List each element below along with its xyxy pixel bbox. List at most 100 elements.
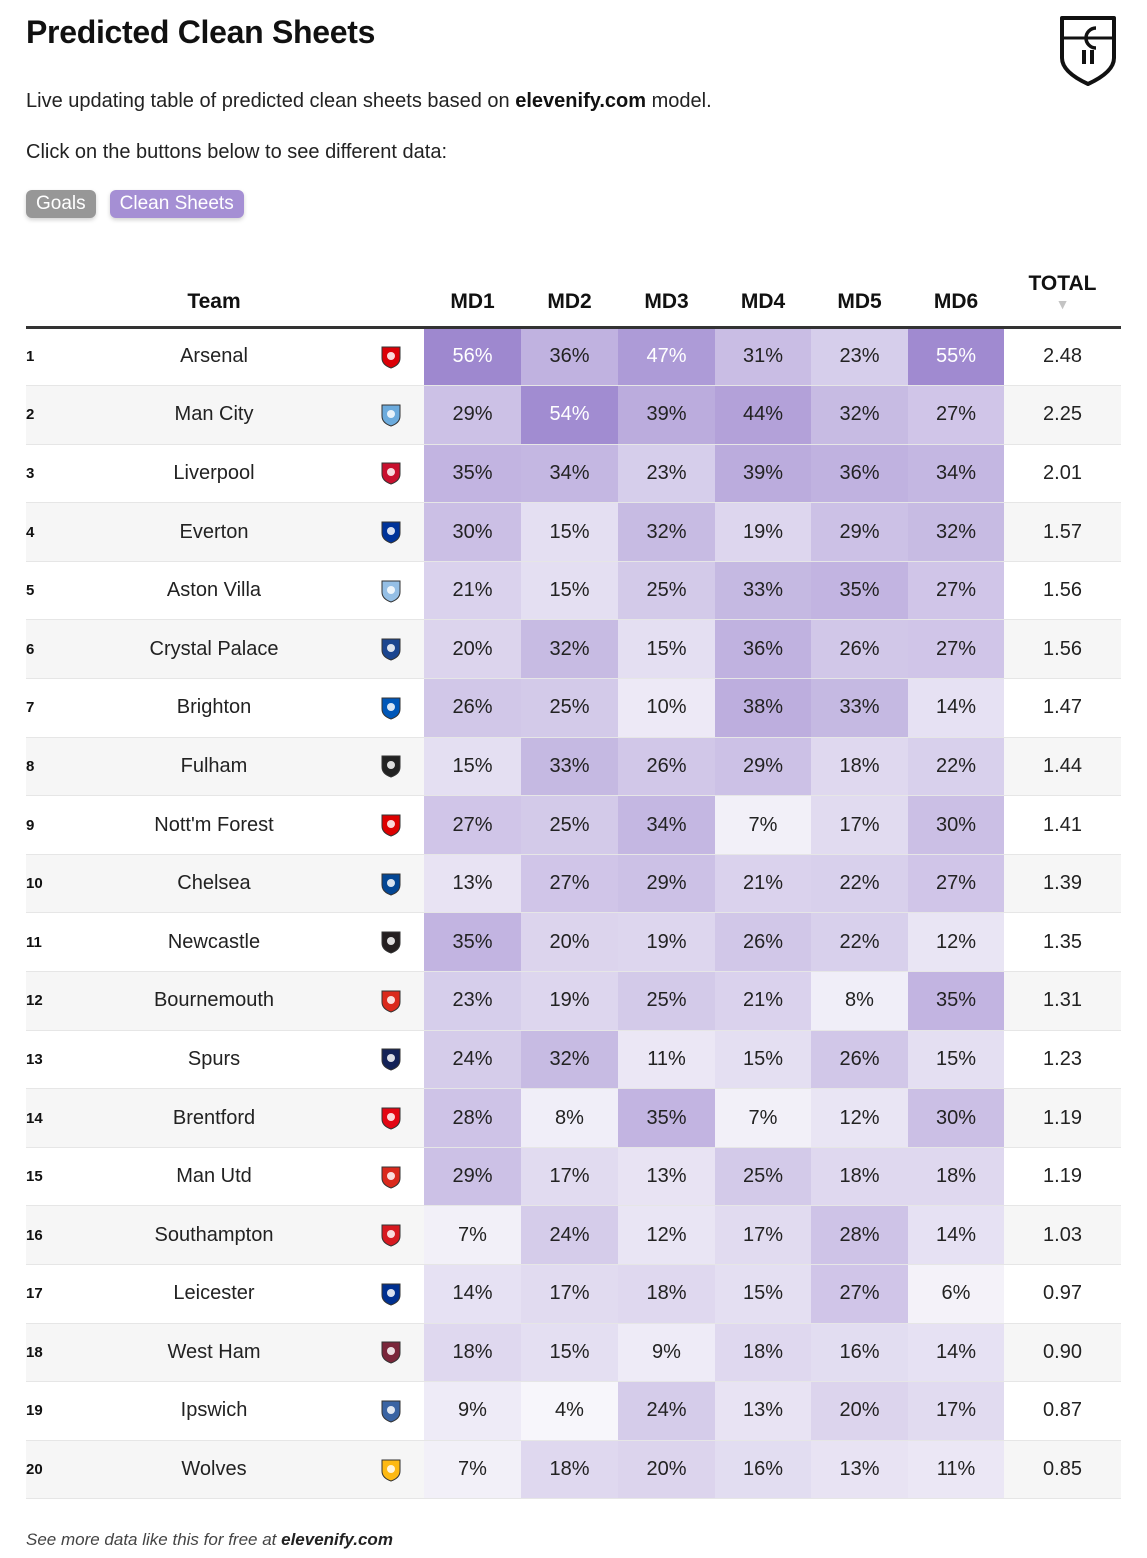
md6-cell: 27% xyxy=(908,561,1004,620)
md4-cell: 44% xyxy=(715,385,811,445)
md6-header[interactable]: MD6 xyxy=(908,252,1004,329)
md5-cell: 20% xyxy=(811,1381,908,1441)
subtitle-end: model. xyxy=(646,90,712,112)
md5-cell: 22% xyxy=(811,854,908,913)
md3-cell: 12% xyxy=(618,1205,715,1265)
everton-badge-icon xyxy=(378,519,404,545)
total-header[interactable]: TOTAL ▼ xyxy=(1004,252,1121,329)
team-name-cell: Wolves xyxy=(70,1440,358,1499)
md5-cell: 36% xyxy=(811,444,908,503)
md1-header[interactable]: MD1 xyxy=(424,252,521,329)
md6-cell: 15% xyxy=(908,1030,1004,1089)
md2-cell: 32% xyxy=(521,619,618,679)
table-row: 11 Newcastle 35% 20% 19% 26% 22% 12% 1.35 xyxy=(26,912,1121,972)
md5-cell: 32% xyxy=(811,385,908,445)
wolves-badge-icon xyxy=(378,1457,404,1483)
total-cell: 1.35 xyxy=(1043,930,1082,953)
total-cell: 1.39 xyxy=(1004,854,1121,913)
brentford-badge-icon xyxy=(378,1105,404,1131)
md4-cell: 39% xyxy=(715,444,811,503)
md1-cell: 27% xyxy=(424,795,521,855)
md6-cell: 27% xyxy=(908,385,1004,445)
team-name-cell: Crystal Palace xyxy=(70,619,358,679)
page-title: Predicted Clean Sheets xyxy=(26,14,376,50)
table-row: 16 Southampton 7% 24% 12% 17% 28% 14% 1.03 xyxy=(26,1205,1121,1265)
rank-cell: 18 xyxy=(26,1323,70,1382)
md1-cell: 13% xyxy=(424,854,521,913)
md5-cell: 29% xyxy=(811,502,908,562)
md2-cell: 33% xyxy=(521,737,618,796)
team-name-cell: Ipswich xyxy=(180,1399,248,1422)
team-name-cell: Man Utd xyxy=(176,1165,252,1188)
total-cell: 1.56 xyxy=(1004,619,1121,679)
team-name-cell: Nott'm Forest xyxy=(154,813,274,836)
md6-cell: 30% xyxy=(908,1088,1004,1148)
md5-cell: 27% xyxy=(811,1264,908,1324)
md1-cell: 9% xyxy=(424,1381,521,1441)
sort-desc-icon[interactable]: ▼ xyxy=(1055,295,1070,312)
table-row: 12 Bournemouth 23% 19% 25% 21% 8% 35% 1.31 xyxy=(26,971,1121,1031)
total-cell: 1.31 xyxy=(1004,971,1121,1031)
md4-cell: 15% xyxy=(715,1030,811,1089)
rank-cell: 9 xyxy=(26,816,35,834)
md2-cell: 54% xyxy=(521,385,618,445)
badge-header xyxy=(358,252,424,329)
md2-cell: 19% xyxy=(521,971,618,1031)
team-header[interactable]: Team xyxy=(70,252,358,329)
data-toggle-buttons: Goals Clean Sheets xyxy=(26,190,244,218)
md5-cell: 17% xyxy=(811,795,908,855)
table-row: 9 Nott'm Forest 27% 25% 34% 7% 17% 30% 1.41 xyxy=(26,795,1121,855)
badge-cell xyxy=(358,1440,424,1499)
md3-cell: 35% xyxy=(618,1088,715,1148)
md1-cell: 23% xyxy=(424,971,521,1031)
md4-cell: 38% xyxy=(715,678,811,738)
md2-cell: 34% xyxy=(521,444,618,503)
instruction-text: Click on the buttons below to see differ… xyxy=(26,141,448,163)
md4-header[interactable]: MD4 xyxy=(715,252,811,329)
liverpool-badge-icon xyxy=(378,460,404,486)
total-cell: 1.44 xyxy=(1004,737,1121,796)
md4-cell: 29% xyxy=(715,737,811,796)
md3-header[interactable]: MD3 xyxy=(618,252,715,329)
md6-cell: 30% xyxy=(908,795,1004,855)
md1-cell: 28% xyxy=(424,1088,521,1148)
md2-header[interactable]: MD2 xyxy=(521,252,618,329)
md3-cell: 23% xyxy=(618,444,715,503)
md6-cell: 27% xyxy=(908,854,1004,913)
spurs-badge-icon xyxy=(378,1046,404,1072)
md4-cell: 7% xyxy=(715,795,811,855)
goals-button[interactable]: Goals xyxy=(26,190,96,218)
team-name-cell: Leicester xyxy=(173,1282,255,1305)
badge-cell xyxy=(358,1147,424,1206)
md5-cell: 35% xyxy=(811,561,908,620)
rank-cell: 1 xyxy=(26,348,35,366)
footer-brand-link[interactable]: elevenify.com xyxy=(281,1530,393,1549)
ipswich-badge-icon xyxy=(378,1398,404,1424)
total-cell: 2.25 xyxy=(1004,385,1121,445)
rank-cell: 13 xyxy=(26,1050,43,1068)
total-cell: 1.23 xyxy=(1043,1047,1082,1070)
newcastle-badge-icon xyxy=(378,929,404,955)
fulham-badge-icon xyxy=(378,753,404,779)
brighton-badge-icon xyxy=(378,695,404,721)
md5-header[interactable]: MD5 xyxy=(811,252,908,329)
table-row: 5 Aston Villa 21% 15% 25% 33% 35% 27% 1.56 xyxy=(26,561,1121,620)
team-name-cell: Fulham xyxy=(70,737,358,796)
md5-cell: 33% xyxy=(811,678,908,738)
team-name-cell: Aston Villa xyxy=(166,579,262,602)
total-cell: 2.48 xyxy=(1043,345,1082,368)
rank-cell: 8 xyxy=(26,737,70,796)
md6-cell: 34% xyxy=(908,444,1004,503)
badge-cell xyxy=(358,971,424,1031)
clean-sheets-button[interactable]: Clean Sheets xyxy=(109,190,244,218)
table-row: 18 West Ham 18% 15% 9% 18% 16% 14% 0.90 xyxy=(26,1323,1121,1382)
md5-cell: 23% xyxy=(811,327,908,386)
md4-cell: 25% xyxy=(715,1147,811,1206)
md4-cell: 15% xyxy=(715,1264,811,1324)
rank-cell: 3 xyxy=(26,464,35,482)
table-row: 14 Brentford 28% 8% 35% 7% 12% 30% 1.19 xyxy=(26,1088,1121,1148)
md6-cell: 18% xyxy=(908,1147,1004,1206)
crystal-palace-badge-icon xyxy=(378,636,404,662)
west-ham-badge-icon xyxy=(378,1339,404,1365)
chelsea-badge-icon xyxy=(378,871,404,897)
